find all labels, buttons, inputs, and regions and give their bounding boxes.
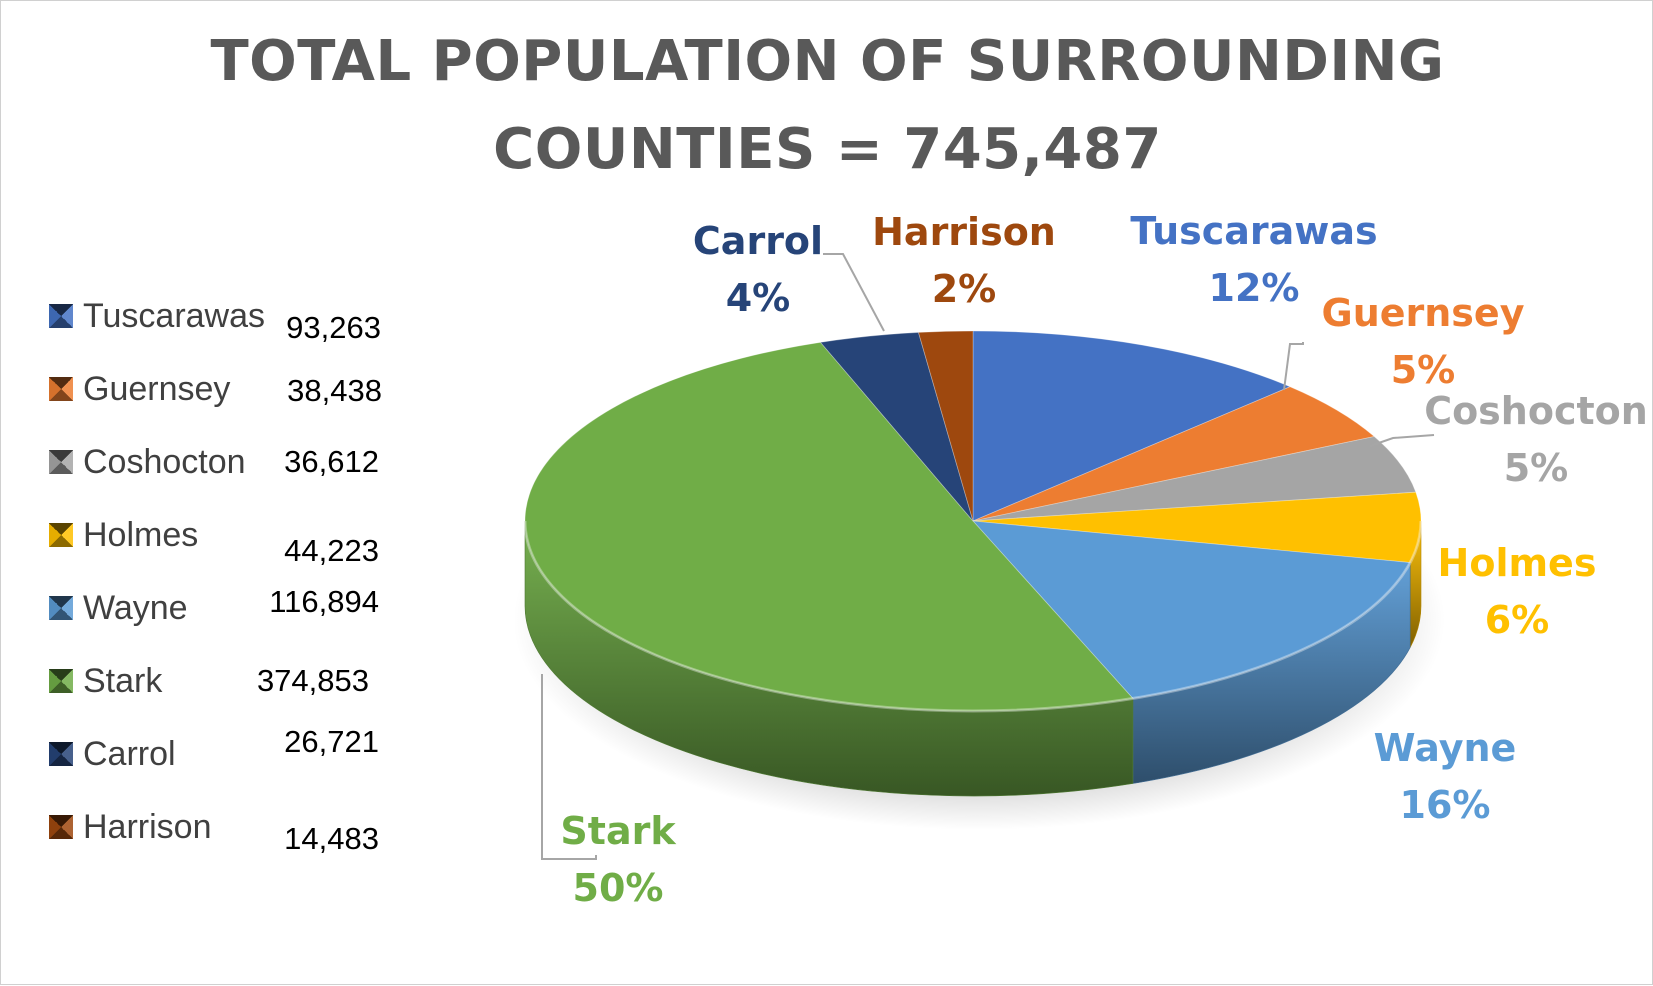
- leader-line: [541, 674, 597, 860]
- data-label-name: Guernsey: [1322, 291, 1525, 335]
- legend-item-harrison: Harrison 14,483: [49, 807, 409, 856]
- legend-label: Harrison: [83, 808, 212, 846]
- data-label-harrison: Harrison 2%: [872, 210, 1056, 311]
- data-label-percent: 2%: [932, 267, 997, 311]
- data-label-percent: 12%: [1209, 266, 1300, 310]
- data-label-name: Carrol: [693, 219, 823, 263]
- data-label-holmes: Holmes 6%: [1438, 541, 1597, 642]
- data-label-percent: 5%: [1391, 348, 1456, 392]
- legend-label: Coshocton: [83, 443, 246, 481]
- legend-value: 93,263: [286, 310, 381, 345]
- legend-label: Guernsey: [83, 370, 231, 408]
- pie-slice-guernsey: [972, 386, 1376, 522]
- legend-item-carrol: Carrol 26,721: [49, 724, 409, 774]
- legend-item-holmes: Holmes 44,223: [49, 515, 409, 568]
- legend-item-tuscarawas: Tuscarawas 93,263: [49, 296, 409, 345]
- legend-swatch-icon: [49, 304, 73, 328]
- leader-line: [1283, 342, 1304, 391]
- data-label-name: Coshocton: [1424, 389, 1648, 433]
- legend-swatch-icon: [49, 523, 73, 547]
- pie-rim-highlight: [523, 520, 1423, 713]
- pie-slice-harrison: [917, 330, 974, 522]
- legend-item-coshocton: Coshocton 36,612: [49, 442, 409, 482]
- legend-value: 26,721: [284, 724, 379, 759]
- legend-item-wayne: Wayne 116,894: [49, 584, 409, 628]
- pie-slice-carrol: [819, 331, 974, 522]
- legend-swatch-icon: [49, 596, 73, 620]
- data-label-percent: 50%: [573, 866, 664, 910]
- data-label-percent: 6%: [1485, 598, 1550, 642]
- leader-line: [823, 253, 885, 332]
- data-label-name: Tuscarawas: [1130, 209, 1377, 253]
- data-label-name: Harrison: [872, 210, 1056, 254]
- legend-value: 116,894: [269, 584, 379, 619]
- legend-swatch-icon: [49, 450, 73, 474]
- legend-swatch-icon: [49, 669, 73, 693]
- data-label-percent: 4%: [726, 276, 791, 320]
- chart-title-line-2: COUNTIES = 745,487: [493, 117, 1162, 182]
- data-label-percent: 5%: [1504, 446, 1569, 490]
- legend-label: Wayne: [83, 589, 188, 627]
- legend-swatch-icon: [49, 742, 73, 766]
- legend-item-stark: Stark 374,853: [49, 661, 409, 701]
- pie-slice-holmes: [972, 491, 1422, 563]
- pie-slice-tuscarawas: [972, 330, 1292, 522]
- chart-title-line-1: TOTAL POPULATION OF SURROUNDING: [210, 29, 1445, 94]
- legend-value: 14,483: [284, 821, 379, 856]
- legend-label: Tuscarawas: [83, 297, 266, 335]
- legend-label: Stark: [83, 662, 163, 700]
- data-label-name: Holmes: [1438, 541, 1597, 585]
- data-label-stark: Stark 50%: [541, 674, 676, 910]
- data-label-guernsey: Guernsey 5%: [1283, 291, 1525, 392]
- data-label-wayne: Wayne 16%: [1374, 726, 1517, 827]
- data-label-name: Stark: [560, 809, 676, 853]
- pie-slice-coshocton: [972, 436, 1417, 522]
- legend-item-guernsey: Guernsey 38,438: [49, 369, 409, 409]
- legend-swatch-icon: [49, 377, 73, 401]
- legend-label: Holmes: [83, 516, 199, 554]
- leader-line: [1369, 434, 1435, 447]
- legend-swatch-icon: [49, 815, 73, 839]
- data-label-percent: 16%: [1400, 783, 1491, 827]
- data-label-coshocton: Coshocton 5%: [1369, 389, 1648, 490]
- data-label-name: Wayne: [1374, 726, 1517, 770]
- legend-value: 36,612: [284, 444, 379, 479]
- legend-value: 44,223: [284, 533, 379, 568]
- legend-value: 374,853: [256, 663, 369, 698]
- pie-slice-wayne: [972, 520, 1411, 699]
- data-label-carrol: Carrol 4%: [693, 219, 885, 332]
- legend-value: 38,438: [287, 373, 382, 408]
- pie-slice-stark: [524, 341, 1134, 712]
- data-label-tuscarawas: Tuscarawas 12%: [1130, 209, 1377, 310]
- legend-label: Carrol: [83, 735, 176, 773]
